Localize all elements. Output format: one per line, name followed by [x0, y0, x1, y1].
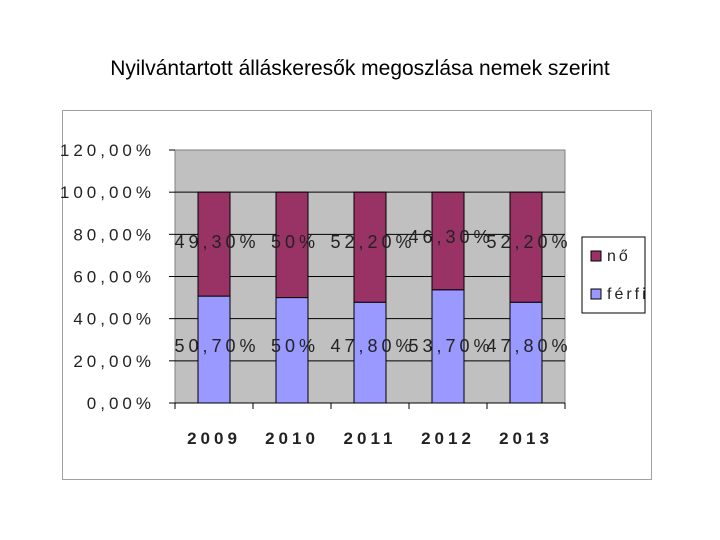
y-tick-label: 20,00% — [73, 352, 155, 371]
data-label: 50% — [271, 232, 319, 252]
data-label: 53,70% — [408, 336, 493, 356]
bar-no — [197, 191, 231, 297]
data-label: 52,20% — [330, 232, 415, 252]
bar-no — [431, 191, 465, 291]
legend-swatch-no — [590, 250, 602, 262]
data-label: 50% — [271, 336, 319, 356]
y-tick-label: 40,00% — [73, 310, 155, 329]
bar-ferfi — [197, 295, 231, 404]
legend-label: férfi — [607, 286, 649, 303]
y-tick-label: 120,00% — [60, 141, 155, 160]
x-tick-label: 2012 — [421, 429, 475, 448]
x-tick-label: 2010 — [265, 429, 319, 448]
page-title: Nyilvántartott álláskeresők megoszlása n… — [110, 57, 610, 80]
y-tick-label: 80,00% — [73, 225, 155, 244]
legend-swatch-ferfi — [590, 288, 602, 300]
data-label: 47,80% — [486, 336, 571, 356]
bar-ferfi — [275, 297, 309, 404]
x-tick-label: 2009 — [187, 429, 241, 448]
bar-ferfi — [509, 301, 543, 404]
data-label: 47,80% — [330, 336, 415, 356]
data-label: 46,30% — [408, 227, 493, 247]
data-label: 52,20% — [486, 232, 571, 252]
bar-no — [275, 191, 309, 299]
y-tick-label: 60,00% — [73, 268, 155, 287]
y-tick-label: 100,00% — [60, 183, 155, 202]
data-label: 50,70% — [174, 336, 259, 356]
bar-no — [353, 191, 387, 303]
bar-ferfi — [353, 301, 387, 404]
y-tick-label: 0,00% — [87, 394, 155, 413]
data-label: 49,30% — [174, 232, 259, 252]
legend-box — [581, 236, 646, 314]
x-tick-label: 2011 — [344, 429, 397, 448]
legend-label: nő — [607, 248, 631, 265]
x-tick-label: 2013 — [499, 429, 553, 448]
bar-no — [509, 191, 543, 303]
